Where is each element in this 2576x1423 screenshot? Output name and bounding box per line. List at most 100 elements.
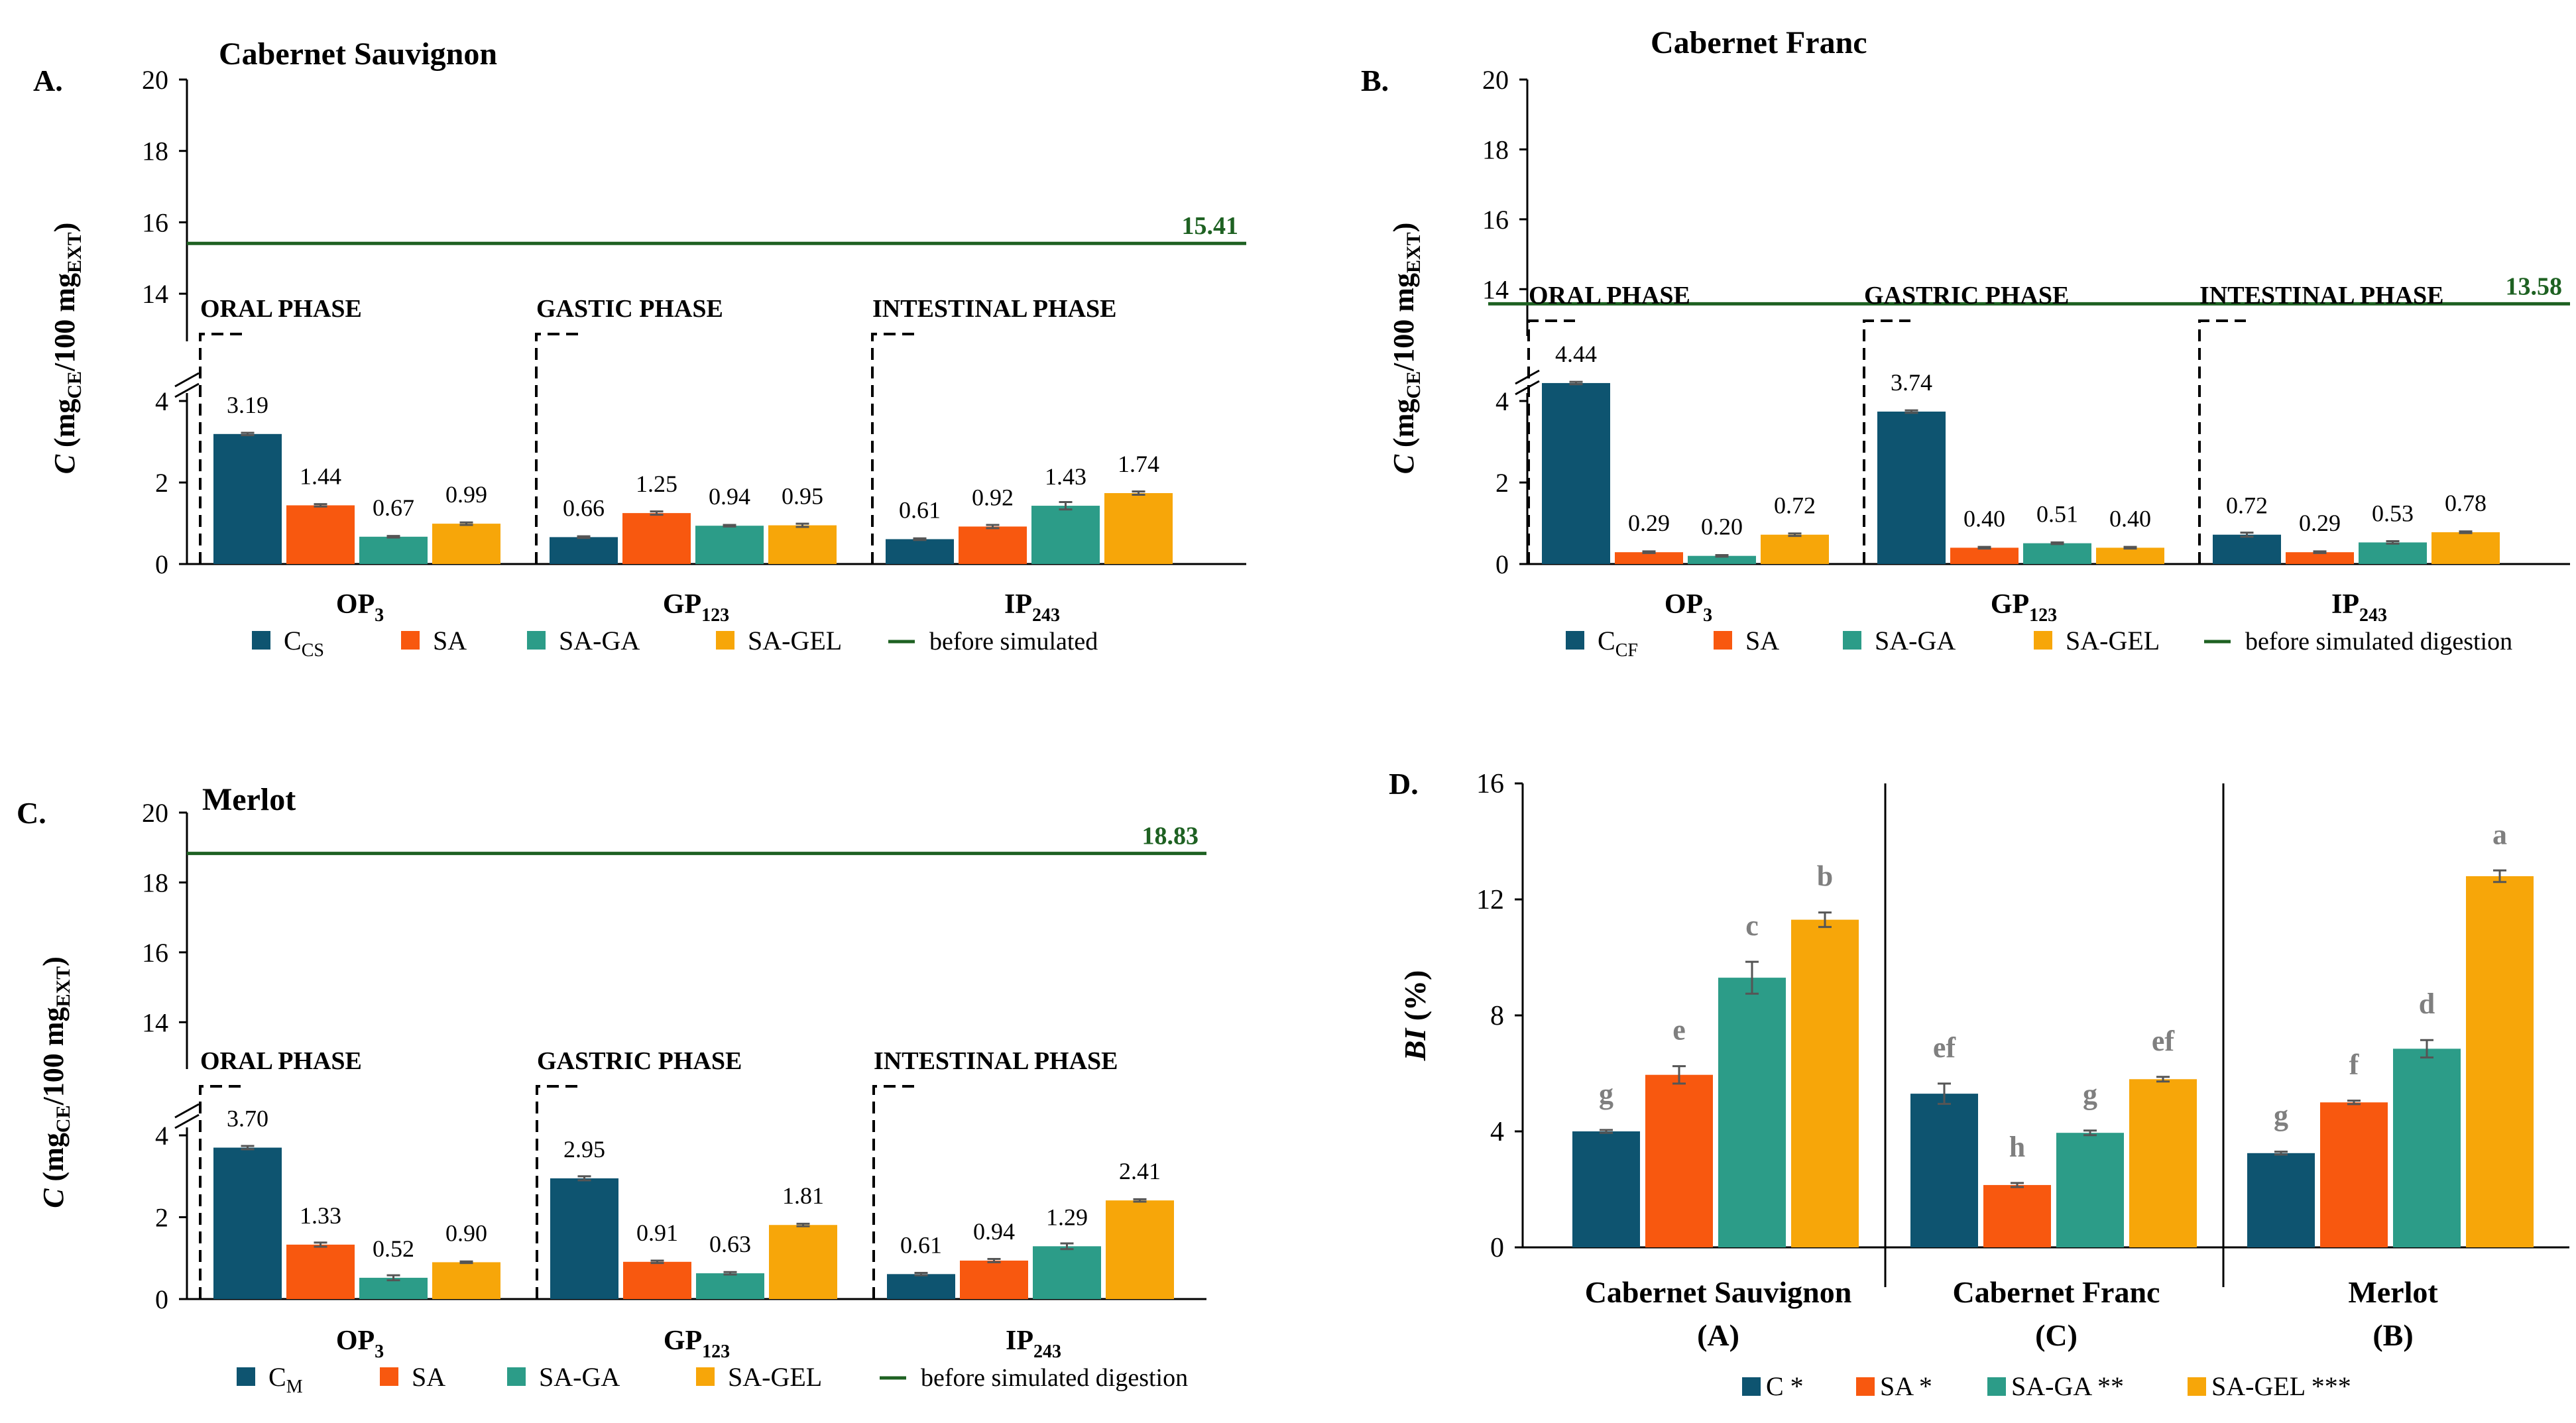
significance-letter: g [2083,1078,2097,1111]
phase-label: GASTRIC PHASE [1864,282,2069,310]
panel-b-chart: B. Cabernet Franc 14 16 18 20 0 2 4 C (mgCE/100 m… [1361,25,2570,661]
legend-swatch [1843,631,1861,650]
category-label: Merlot [2348,1275,2438,1309]
data-label: 0.95 [782,483,823,510]
y-tick-label: 0 [155,1284,168,1314]
legend-swatch [2188,1377,2206,1396]
data-label: 0.61 [899,496,941,523]
legend-swatch [1714,631,1732,650]
phase-bracket [1863,319,1910,564]
bar [1031,506,1100,564]
axis-break-mark [174,382,200,398]
data-label: 0.99 [445,481,487,508]
axis-break-mark [174,1103,200,1119]
category-label: IP243 [1006,1326,1061,1362]
legend-label: SA [1745,626,1779,655]
legend-label: CCF [1598,626,1638,661]
bar [1718,978,1786,1247]
data-label: 4.44 [1555,341,1597,367]
y-tick-label: 4 [1490,1117,1504,1147]
phase-label: INTESTINAL PHASE [874,1047,1118,1075]
y-tick-label: 20 [142,798,168,828]
category-label: GP123 [1991,589,2057,626]
bar [1983,1184,2051,1247]
legend-swatch [507,1367,526,1386]
bar [1688,555,1756,564]
bar [1542,382,1610,564]
legend-label: CM [268,1362,303,1397]
legend-label: SA-GA [539,1362,620,1392]
bar [359,1277,428,1299]
bar [2431,532,2500,564]
y-tick-label: 0 [1495,549,1509,579]
bar [550,537,618,564]
y-tick-label: 2 [155,468,168,498]
significance-letter: e [1672,1014,1686,1047]
bar [1033,1246,1101,1299]
phase-bracket [199,333,247,564]
bar [2393,1049,2461,1247]
data-label: 1.81 [782,1182,824,1209]
panel-d-chart: D. 0 4 8 12 16 BI (%) g e c b Cabernet Sauvignon (A)… [1389,767,2569,1401]
axis-break-mark [174,1113,200,1129]
bar [622,513,691,564]
bar [623,1261,691,1299]
phase-label: GASTIC PHASE [536,295,723,323]
significance-letter: ef [1933,1031,1957,1064]
legend-label: SA-GA [1875,626,1956,655]
legend-label: SA [433,626,467,655]
data-label: 2.41 [1119,1158,1161,1184]
legend-label: SA * [1880,1371,1932,1401]
y-tick-label: 2 [155,1203,168,1233]
significance-letter: c [1745,909,1759,942]
bar [2466,876,2534,1247]
bar [432,1262,500,1299]
bar [1104,492,1173,564]
legend-label: SA [412,1362,445,1392]
category-code: (B) [2372,1318,2413,1352]
legend-swatch [527,631,546,650]
category-label: IP243 [1004,589,1060,626]
y-tick-label: 4 [1495,386,1509,416]
phase-label: ORAL PHASE [200,1047,362,1075]
reference-line-label: 13.58 [2506,272,2563,300]
significance-letter: g [1599,1078,1613,1110]
data-label: 0.67 [373,494,414,521]
bar [1761,534,1829,564]
legend-swatch [716,631,734,650]
data-label: 0.53 [2372,500,2414,526]
bar [550,1178,618,1299]
phase-label: GASTRIC PHASE [537,1047,742,1075]
phase-bracket [2198,319,2246,564]
bar [768,525,837,564]
data-label: 0.20 [1701,514,1743,540]
bar [1106,1200,1174,1299]
y-axis-title: BI (%) [1398,970,1432,1062]
category-code: (A) [1697,1318,1739,1352]
data-label: 1.44 [300,463,341,489]
panel-label: C. [17,796,46,830]
legend-swatch [1742,1377,1761,1396]
significance-letter: f [2349,1049,2360,1081]
bar [2213,534,2281,564]
phase-bracket [536,1085,583,1299]
panel-c-chart: C. Merlot 14 16 18 20 0 2 4 C (mgCE/100 mgEXT) 18.… [17,782,1206,1397]
data-label: 0.51 [2036,501,2078,528]
bar [1877,411,1946,564]
bar [2320,1102,2388,1247]
panel-label: A. [33,64,63,97]
data-label: 0.94 [709,483,750,510]
legend-swatch [1856,1377,1875,1396]
y-tick-label: 16 [142,207,168,237]
panel-a-chart: A. Cabernet Sauvignon 14 16 18 20 0 2 4 C (mgCE/1… [33,36,1246,661]
y-tick-label: 14 [142,279,168,309]
phase-label: ORAL PHASE [200,295,362,323]
panel-title: Cabernet Sauvignon [219,36,497,72]
data-label: 1.74 [1118,451,1159,477]
data-label: 1.43 [1045,463,1086,490]
bar [286,505,355,564]
bar [1910,1094,1978,1247]
legend-label: before simulated digestion [921,1364,1188,1392]
data-label: 3.70 [227,1106,268,1132]
significance-letter: h [2009,1131,2025,1163]
